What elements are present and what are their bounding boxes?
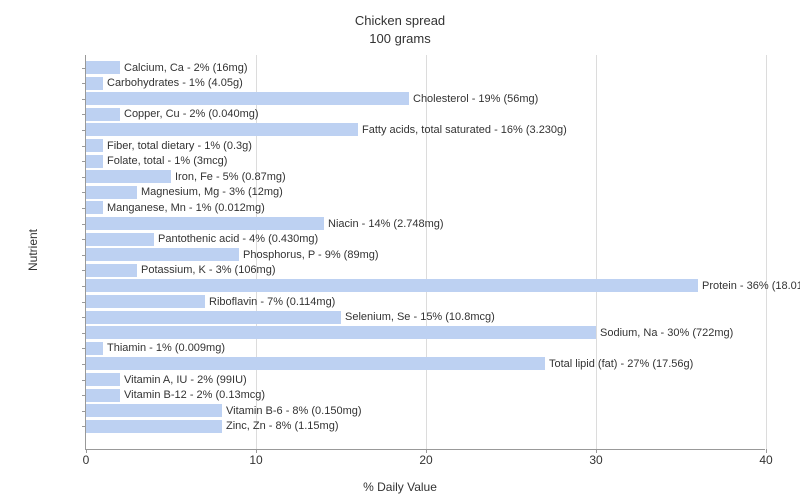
bar-label: Pantothenic acid - 4% (0.430mg) (154, 233, 318, 245)
bar-label: Selenium, Se - 15% (10.8mcg) (341, 311, 495, 323)
bar-label: Phosphorus, P - 9% (89mg) (239, 249, 379, 261)
bar-label: Magnesium, Mg - 3% (12mg) (137, 186, 283, 198)
x-tick-label: 40 (759, 453, 772, 467)
y-tick-mark (82, 146, 86, 147)
bar: Folate, total - 1% (3mcg) (86, 155, 103, 168)
bar: Iron, Fe - 5% (0.87mg) (86, 170, 171, 183)
y-tick-mark (82, 208, 86, 209)
nutrient-chart: Chicken spread 100 grams Nutrient 010203… (0, 0, 800, 500)
bar: Sodium, Na - 30% (722mg) (86, 326, 596, 339)
gridline (596, 55, 597, 449)
bar-label: Sodium, Na - 30% (722mg) (596, 327, 733, 339)
gridline (426, 55, 427, 449)
y-tick-mark (82, 411, 86, 412)
bar-label: Manganese, Mn - 1% (0.012mg) (103, 202, 265, 214)
y-tick-mark (82, 177, 86, 178)
bar: Pantothenic acid - 4% (0.430mg) (86, 233, 154, 246)
bar: Niacin - 14% (2.748mg) (86, 217, 324, 230)
bar-label: Folate, total - 1% (3mcg) (103, 155, 227, 167)
y-tick-mark (82, 83, 86, 84)
bar: Manganese, Mn - 1% (0.012mg) (86, 201, 103, 214)
bar: Selenium, Se - 15% (10.8mcg) (86, 311, 341, 324)
bar: Carbohydrates - 1% (4.05g) (86, 77, 103, 90)
bar: Phosphorus, P - 9% (89mg) (86, 248, 239, 261)
bar-label: Cholesterol - 19% (56mg) (409, 93, 538, 105)
bar-label: Copper, Cu - 2% (0.040mg) (120, 108, 259, 120)
y-tick-mark (82, 333, 86, 334)
bar-label: Niacin - 14% (2.748mg) (324, 218, 444, 230)
y-tick-mark (82, 317, 86, 318)
x-tick-label: 0 (83, 453, 90, 467)
gridline (766, 55, 767, 449)
y-tick-mark (82, 270, 86, 271)
bar: Protein - 36% (18.01g) (86, 279, 698, 292)
x-tick-label: 10 (249, 453, 262, 467)
bar: Vitamin B-6 - 8% (0.150mg) (86, 404, 222, 417)
x-axis-title: % Daily Value (0, 480, 800, 494)
y-tick-mark (82, 286, 86, 287)
y-tick-mark (82, 255, 86, 256)
y-axis-title: Nutrient (26, 229, 40, 271)
bar-label: Potassium, K - 3% (106mg) (137, 264, 276, 276)
bar-label: Vitamin B-12 - 2% (0.13mcg) (120, 389, 265, 401)
y-tick-mark (82, 161, 86, 162)
bar-label: Riboflavin - 7% (0.114mg) (205, 296, 335, 308)
y-tick-mark (82, 426, 86, 427)
y-tick-mark (82, 192, 86, 193)
bar-label: Thiamin - 1% (0.009mg) (103, 342, 225, 354)
chart-title: Chicken spread 100 grams (0, 12, 800, 47)
y-tick-mark (82, 395, 86, 396)
y-tick-mark (82, 302, 86, 303)
bar: Thiamin - 1% (0.009mg) (86, 342, 103, 355)
bar-label: Carbohydrates - 1% (4.05g) (103, 77, 243, 89)
y-tick-mark (82, 99, 86, 100)
y-tick-mark (82, 68, 86, 69)
bar-label: Vitamin B-6 - 8% (0.150mg) (222, 405, 362, 417)
bar: Vitamin A, IU - 2% (99IU) (86, 373, 120, 386)
y-tick-mark (82, 239, 86, 240)
chart-title-line1: Chicken spread (355, 13, 445, 28)
bar-label: Iron, Fe - 5% (0.87mg) (171, 171, 286, 183)
plot-area: 010203040Calcium, Ca - 2% (16mg)Carbohyd… (85, 55, 765, 450)
y-tick-mark (82, 364, 86, 365)
bar: Riboflavin - 7% (0.114mg) (86, 295, 205, 308)
bar: Cholesterol - 19% (56mg) (86, 92, 409, 105)
bar: Potassium, K - 3% (106mg) (86, 264, 137, 277)
bar-label: Total lipid (fat) - 27% (17.56g) (545, 358, 693, 370)
y-tick-mark (82, 380, 86, 381)
bar-label: Vitamin A, IU - 2% (99IU) (120, 374, 247, 386)
bar: Vitamin B-12 - 2% (0.13mcg) (86, 389, 120, 402)
bar-label: Zinc, Zn - 8% (1.15mg) (222, 420, 338, 432)
bar: Fiber, total dietary - 1% (0.3g) (86, 139, 103, 152)
bar: Total lipid (fat) - 27% (17.56g) (86, 357, 545, 370)
bar: Magnesium, Mg - 3% (12mg) (86, 186, 137, 199)
bar-label: Fiber, total dietary - 1% (0.3g) (103, 140, 252, 152)
x-tick-label: 20 (419, 453, 432, 467)
y-tick-mark (82, 114, 86, 115)
bar: Zinc, Zn - 8% (1.15mg) (86, 420, 222, 433)
bar-label: Calcium, Ca - 2% (16mg) (120, 62, 247, 74)
bar: Calcium, Ca - 2% (16mg) (86, 61, 120, 74)
y-tick-mark (82, 348, 86, 349)
y-tick-mark (82, 130, 86, 131)
bar-label: Protein - 36% (18.01g) (698, 280, 800, 292)
bar: Copper, Cu - 2% (0.040mg) (86, 108, 120, 121)
bar: Fatty acids, total saturated - 16% (3.23… (86, 123, 358, 136)
bar-label: Fatty acids, total saturated - 16% (3.23… (358, 124, 567, 136)
y-tick-mark (82, 224, 86, 225)
x-tick-label: 30 (589, 453, 602, 467)
chart-title-line2: 100 grams (369, 31, 430, 46)
